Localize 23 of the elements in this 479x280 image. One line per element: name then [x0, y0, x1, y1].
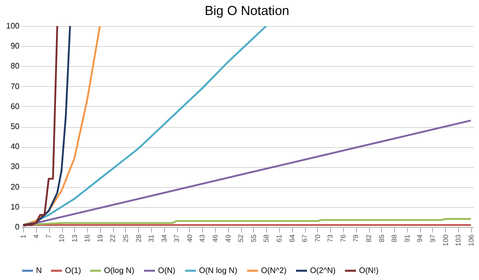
y-tick-label: 70 [10, 82, 20, 91]
y-tick-label: 50 [10, 122, 20, 131]
y-tick-label: 40 [10, 142, 20, 152]
y-tick-label: 80 [10, 62, 20, 71]
legend-label: O(N^2) [261, 266, 287, 275]
y-tick-label: 90 [10, 42, 20, 51]
legend-label: O(N!) [359, 266, 379, 275]
y-tick-label: 10 [10, 202, 20, 212]
line-series [22, 26, 71, 226]
legend-label: O(N log N) [199, 266, 238, 275]
chart-title: Big O Notation [204, 3, 290, 18]
legend-label: O(N) [158, 266, 176, 275]
legend-label: O(1) [65, 266, 82, 275]
y-tick-label: 60 [10, 102, 20, 111]
y-tick-label: 30 [10, 162, 20, 172]
line-series [22, 26, 58, 226]
line-series [22, 26, 101, 226]
legend-label: O(log N) [104, 266, 135, 275]
legend-label: N [36, 266, 42, 275]
y-tick-label: 0 [15, 222, 20, 232]
legend-label: O(2^N) [310, 266, 336, 275]
y-tick-label: 20 [10, 182, 20, 192]
y-tick-label: 100 [6, 22, 20, 30]
